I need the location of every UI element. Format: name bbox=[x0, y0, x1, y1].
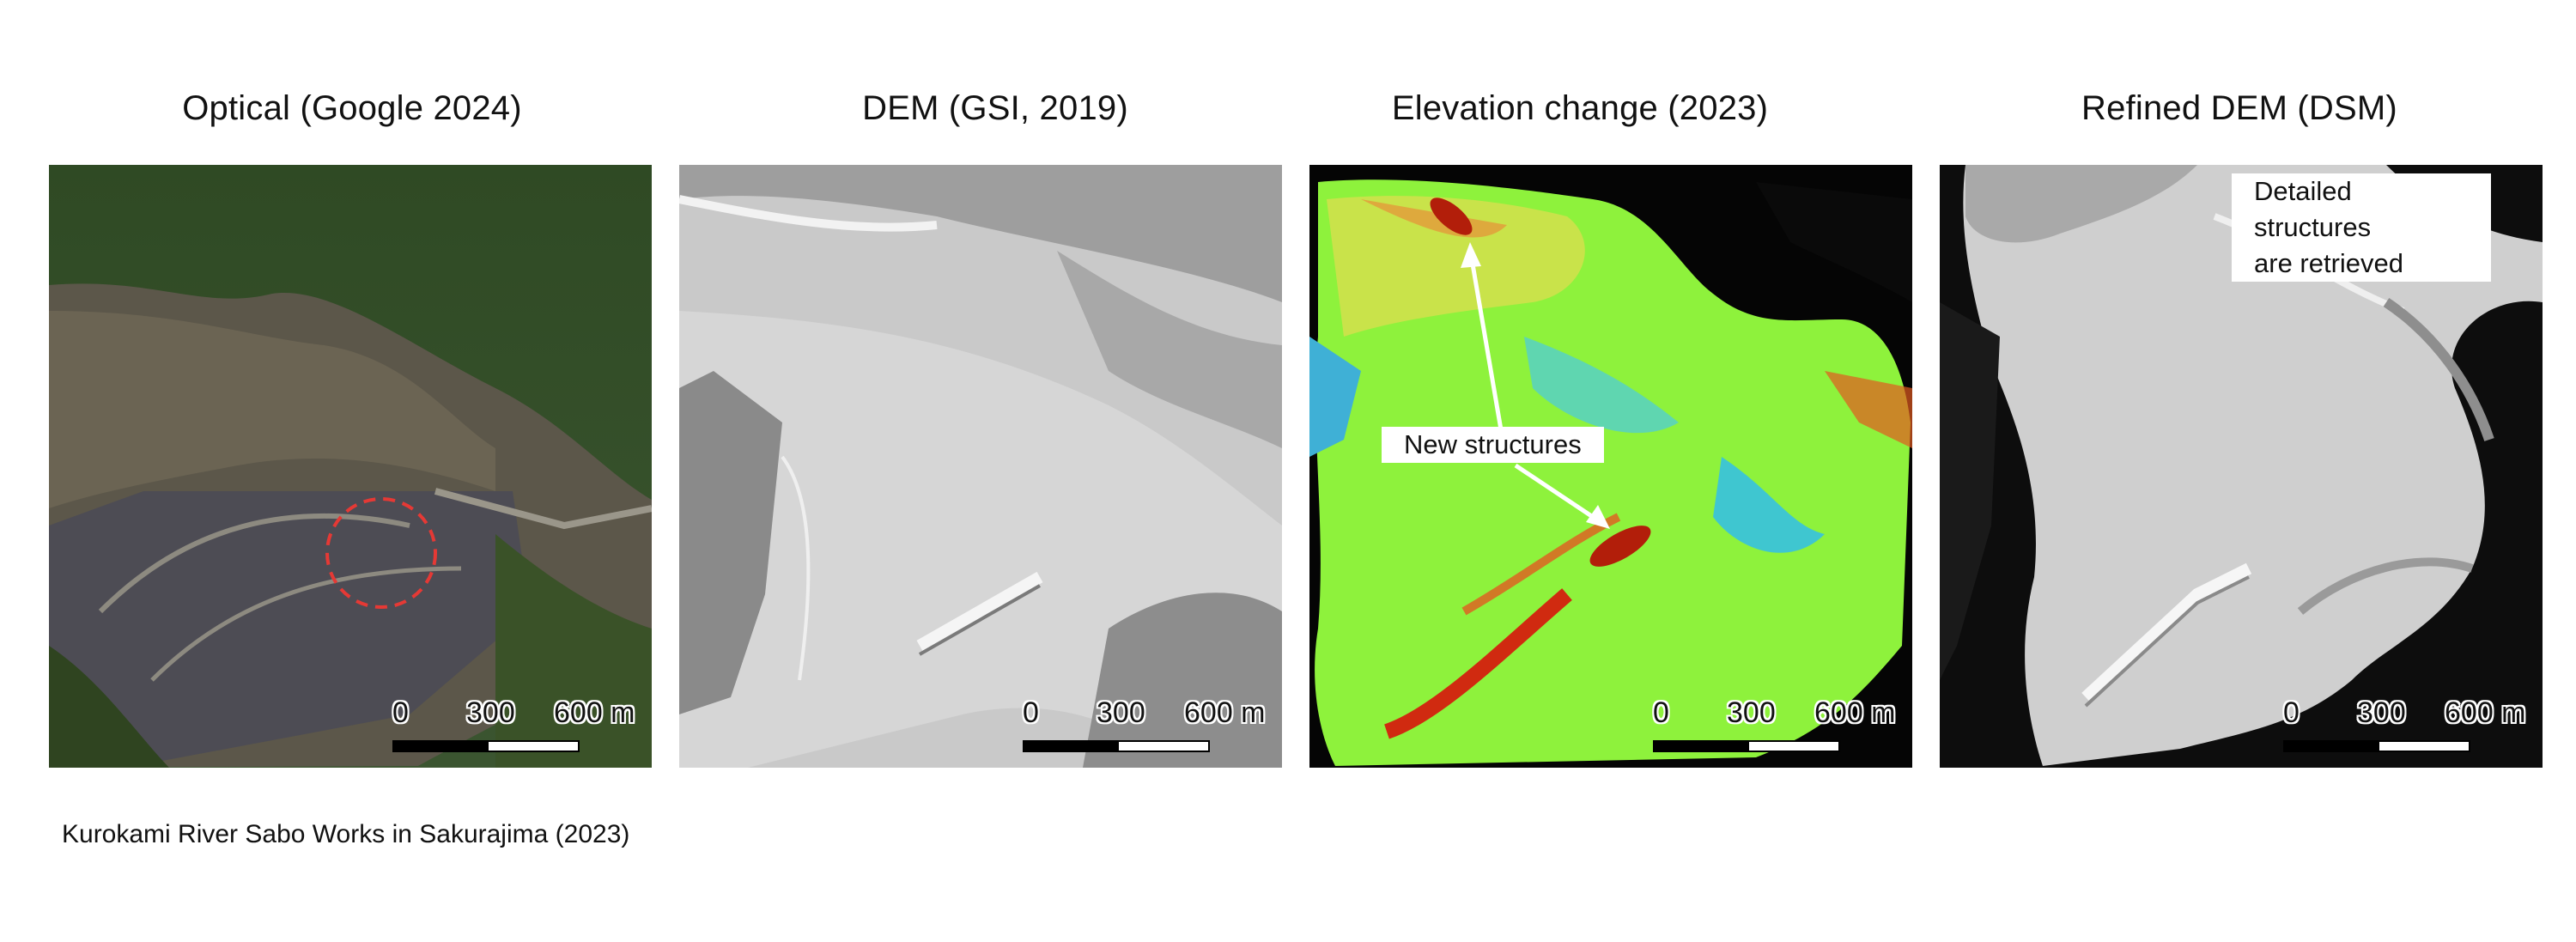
scale-bar: 0 300 600 m bbox=[1653, 696, 1911, 764]
scale-label-mid: 300 bbox=[2357, 696, 2406, 729]
panel-title-optical: Optical (Google 2024) bbox=[182, 89, 522, 127]
optical-satellite-image bbox=[49, 165, 652, 768]
scale-bar: 0 300 600 m bbox=[392, 696, 650, 764]
scale-label-end: 600 m bbox=[2445, 696, 2526, 729]
detailed-structures-line2: are retrieved bbox=[2254, 248, 2404, 278]
scale-label-mid: 300 bbox=[466, 696, 515, 729]
dem-hillshade-image bbox=[679, 165, 1282, 768]
figure-caption: Kurokami River Sabo Works in Sakurajima … bbox=[62, 820, 630, 848]
panel-title-dem: DEM (GSI, 2019) bbox=[862, 89, 1128, 127]
scale-label-end: 600 m bbox=[1814, 696, 1896, 729]
scale-label-zero: 0 bbox=[1023, 696, 1039, 729]
refined-dem-panel: Detailed structures are retrieved 0 300 … bbox=[1940, 165, 2543, 768]
scale-label-end: 600 m bbox=[554, 696, 635, 729]
scale-label-zero: 0 bbox=[1653, 696, 1669, 729]
scale-label-zero: 0 bbox=[2283, 696, 2300, 729]
detailed-structures-label: Detailed structures are retrieved bbox=[2232, 173, 2491, 282]
scale-bar-light bbox=[1117, 740, 1210, 752]
arrow-line-top bbox=[1467, 248, 1505, 441]
scale-bar: 0 300 600 m bbox=[2283, 696, 2541, 764]
detailed-structures-line1: Detailed structures bbox=[2254, 176, 2372, 242]
scale-label-zero: 0 bbox=[392, 696, 409, 729]
arrow-head-top bbox=[1461, 242, 1481, 268]
scale-bar-dark bbox=[2283, 740, 2378, 752]
scale-label-mid: 300 bbox=[1097, 696, 1145, 729]
panel-title-refined-dem: Refined DEM (DSM) bbox=[2081, 89, 2397, 127]
elevation-change-image bbox=[1309, 165, 1912, 768]
arrow-head-bottom bbox=[1586, 505, 1610, 529]
scale-bar-dark bbox=[392, 740, 487, 752]
scale-bar-dark bbox=[1023, 740, 1117, 752]
highlight-circle bbox=[325, 497, 437, 609]
scale-bar-light bbox=[2378, 740, 2470, 752]
scale-label-mid: 300 bbox=[1727, 696, 1776, 729]
scale-label-end: 600 m bbox=[1184, 696, 1266, 729]
new-structures-label: New structures bbox=[1382, 427, 1604, 463]
scale-bar-dark bbox=[1653, 740, 1747, 752]
dem-image-panel: 0 300 600 m bbox=[679, 165, 1282, 768]
scale-bar: 0 300 600 m bbox=[1023, 696, 1280, 764]
arrow-line-bottom bbox=[1514, 463, 1605, 526]
scale-bar-light bbox=[1747, 740, 1840, 752]
optical-image-panel: 0 300 600 m bbox=[49, 165, 652, 768]
panel-title-elevation-change: Elevation change (2023) bbox=[1391, 89, 1769, 127]
elevation-change-panel: New structures 0 300 600 m bbox=[1309, 165, 1912, 768]
scale-bar-light bbox=[487, 740, 580, 752]
